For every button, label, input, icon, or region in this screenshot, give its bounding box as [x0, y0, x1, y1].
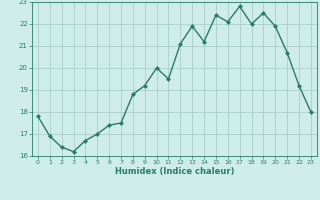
X-axis label: Humidex (Indice chaleur): Humidex (Indice chaleur)	[115, 167, 234, 176]
